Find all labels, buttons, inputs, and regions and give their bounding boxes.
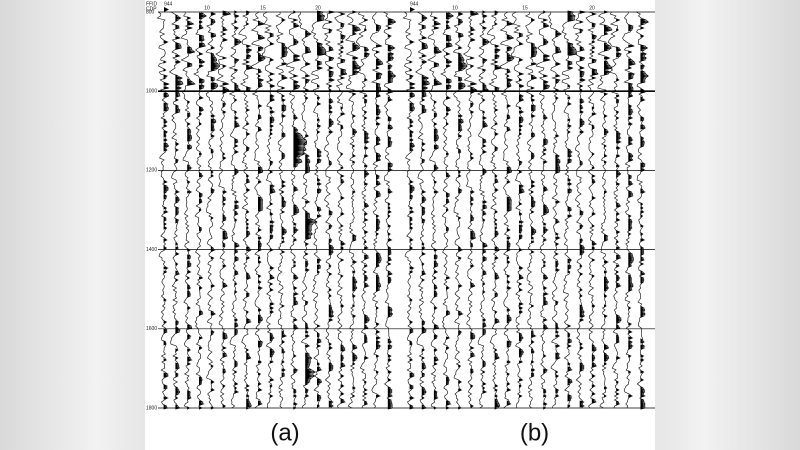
time-tick-label: 1000 <box>146 89 157 95</box>
wiggle-fill <box>305 30 317 398</box>
trace-tick-label: 20 <box>315 5 321 11</box>
wiggle-fill <box>446 12 454 410</box>
first-trace-label: 944 <box>410 1 419 7</box>
trace-layer <box>156 10 655 410</box>
wiggle-fill <box>506 20 515 406</box>
wiggle-fill <box>328 10 335 408</box>
time-tick-label: 1400 <box>146 247 157 253</box>
shot-marker <box>410 7 415 12</box>
wiggle-trace <box>463 11 480 409</box>
panel-caption: (a) <box>270 419 299 446</box>
trace-tick-label: 10 <box>452 5 458 11</box>
wiggle-fill <box>364 18 370 406</box>
wiggle-fill <box>616 18 622 406</box>
wiggle-trace <box>510 11 525 409</box>
wiggle-trace <box>228 11 242 409</box>
wiggle-fill <box>543 10 550 410</box>
wiggle-fill <box>199 12 207 410</box>
trace-tick-label: 15 <box>522 5 528 11</box>
wiggle-fill <box>421 14 430 410</box>
wiggle-fill <box>640 18 649 410</box>
wiggle-fill <box>555 30 562 398</box>
wiggle-fill <box>409 40 416 410</box>
time-tick-label: 1200 <box>146 168 157 174</box>
wiggle-fill <box>470 10 479 408</box>
time-tick-label: 800 <box>146 9 155 15</box>
shot-marker <box>164 7 169 12</box>
first-trace-label: 944 <box>164 1 173 7</box>
wiggle-fill <box>458 12 468 410</box>
wiggle-fill <box>579 10 586 408</box>
wiggle-fill <box>281 18 288 378</box>
wiggle-trace <box>345 11 362 409</box>
wiggle-trace <box>322 11 335 409</box>
wiggle-trace <box>573 11 586 409</box>
wiggle-trace <box>548 11 562 409</box>
wiggle-fill <box>293 10 307 410</box>
wiggle-trace <box>486 11 503 409</box>
wiggle-trace <box>298 11 317 409</box>
wiggle-trace <box>427 11 443 409</box>
wiggle-fill <box>352 10 361 398</box>
wiggle-trace <box>476 11 491 409</box>
wiggle-fill <box>567 10 577 408</box>
wiggle-fill <box>175 14 184 410</box>
wiggle-trace <box>215 11 232 409</box>
figure-background <box>145 0 655 450</box>
wiggle-fill <box>518 32 525 398</box>
wiggle-trace <box>180 11 196 409</box>
trace-tick-label: 10 <box>204 5 210 11</box>
wiggle-fill <box>210 12 220 410</box>
wiggle-fill <box>604 10 613 398</box>
axis-label: FFID <box>146 1 157 7</box>
wiggle-fill <box>222 10 231 408</box>
wiggle-fill <box>531 18 537 378</box>
wiggle-fill <box>482 10 490 394</box>
wiggle-fill <box>163 40 170 410</box>
wiggle-fill <box>387 18 396 410</box>
wiggle-trace <box>596 11 613 409</box>
trace-tick-label: 15 <box>260 5 266 11</box>
trace-tick-label: 20 <box>589 5 595 11</box>
wiggle-trace <box>261 11 276 409</box>
wiggle-fill <box>258 20 266 406</box>
wiggle-fill <box>234 10 242 394</box>
wiggle-fill <box>269 32 276 398</box>
wiggle-fill <box>317 10 327 408</box>
panel-caption: (b) <box>520 419 549 446</box>
axis-label: CDP <box>146 6 157 12</box>
wiggle-trace <box>238 11 254 409</box>
wiggle-fill <box>246 10 254 410</box>
wiggle-fill <box>628 24 636 398</box>
wiggle-fill <box>591 12 599 404</box>
wiggle-fill <box>376 24 383 398</box>
wiggle-fill <box>433 16 442 410</box>
time-tick-label: 1800 <box>146 405 157 411</box>
wiggle-fill <box>187 16 196 410</box>
time-tick-label: 1600 <box>146 326 157 332</box>
wiggle-fill <box>340 12 347 404</box>
wiggle-fill <box>494 10 502 410</box>
label-layer: FFID CDP 800 1000 1200 1400 1600 1800 944 10 15 2… <box>146 1 595 446</box>
